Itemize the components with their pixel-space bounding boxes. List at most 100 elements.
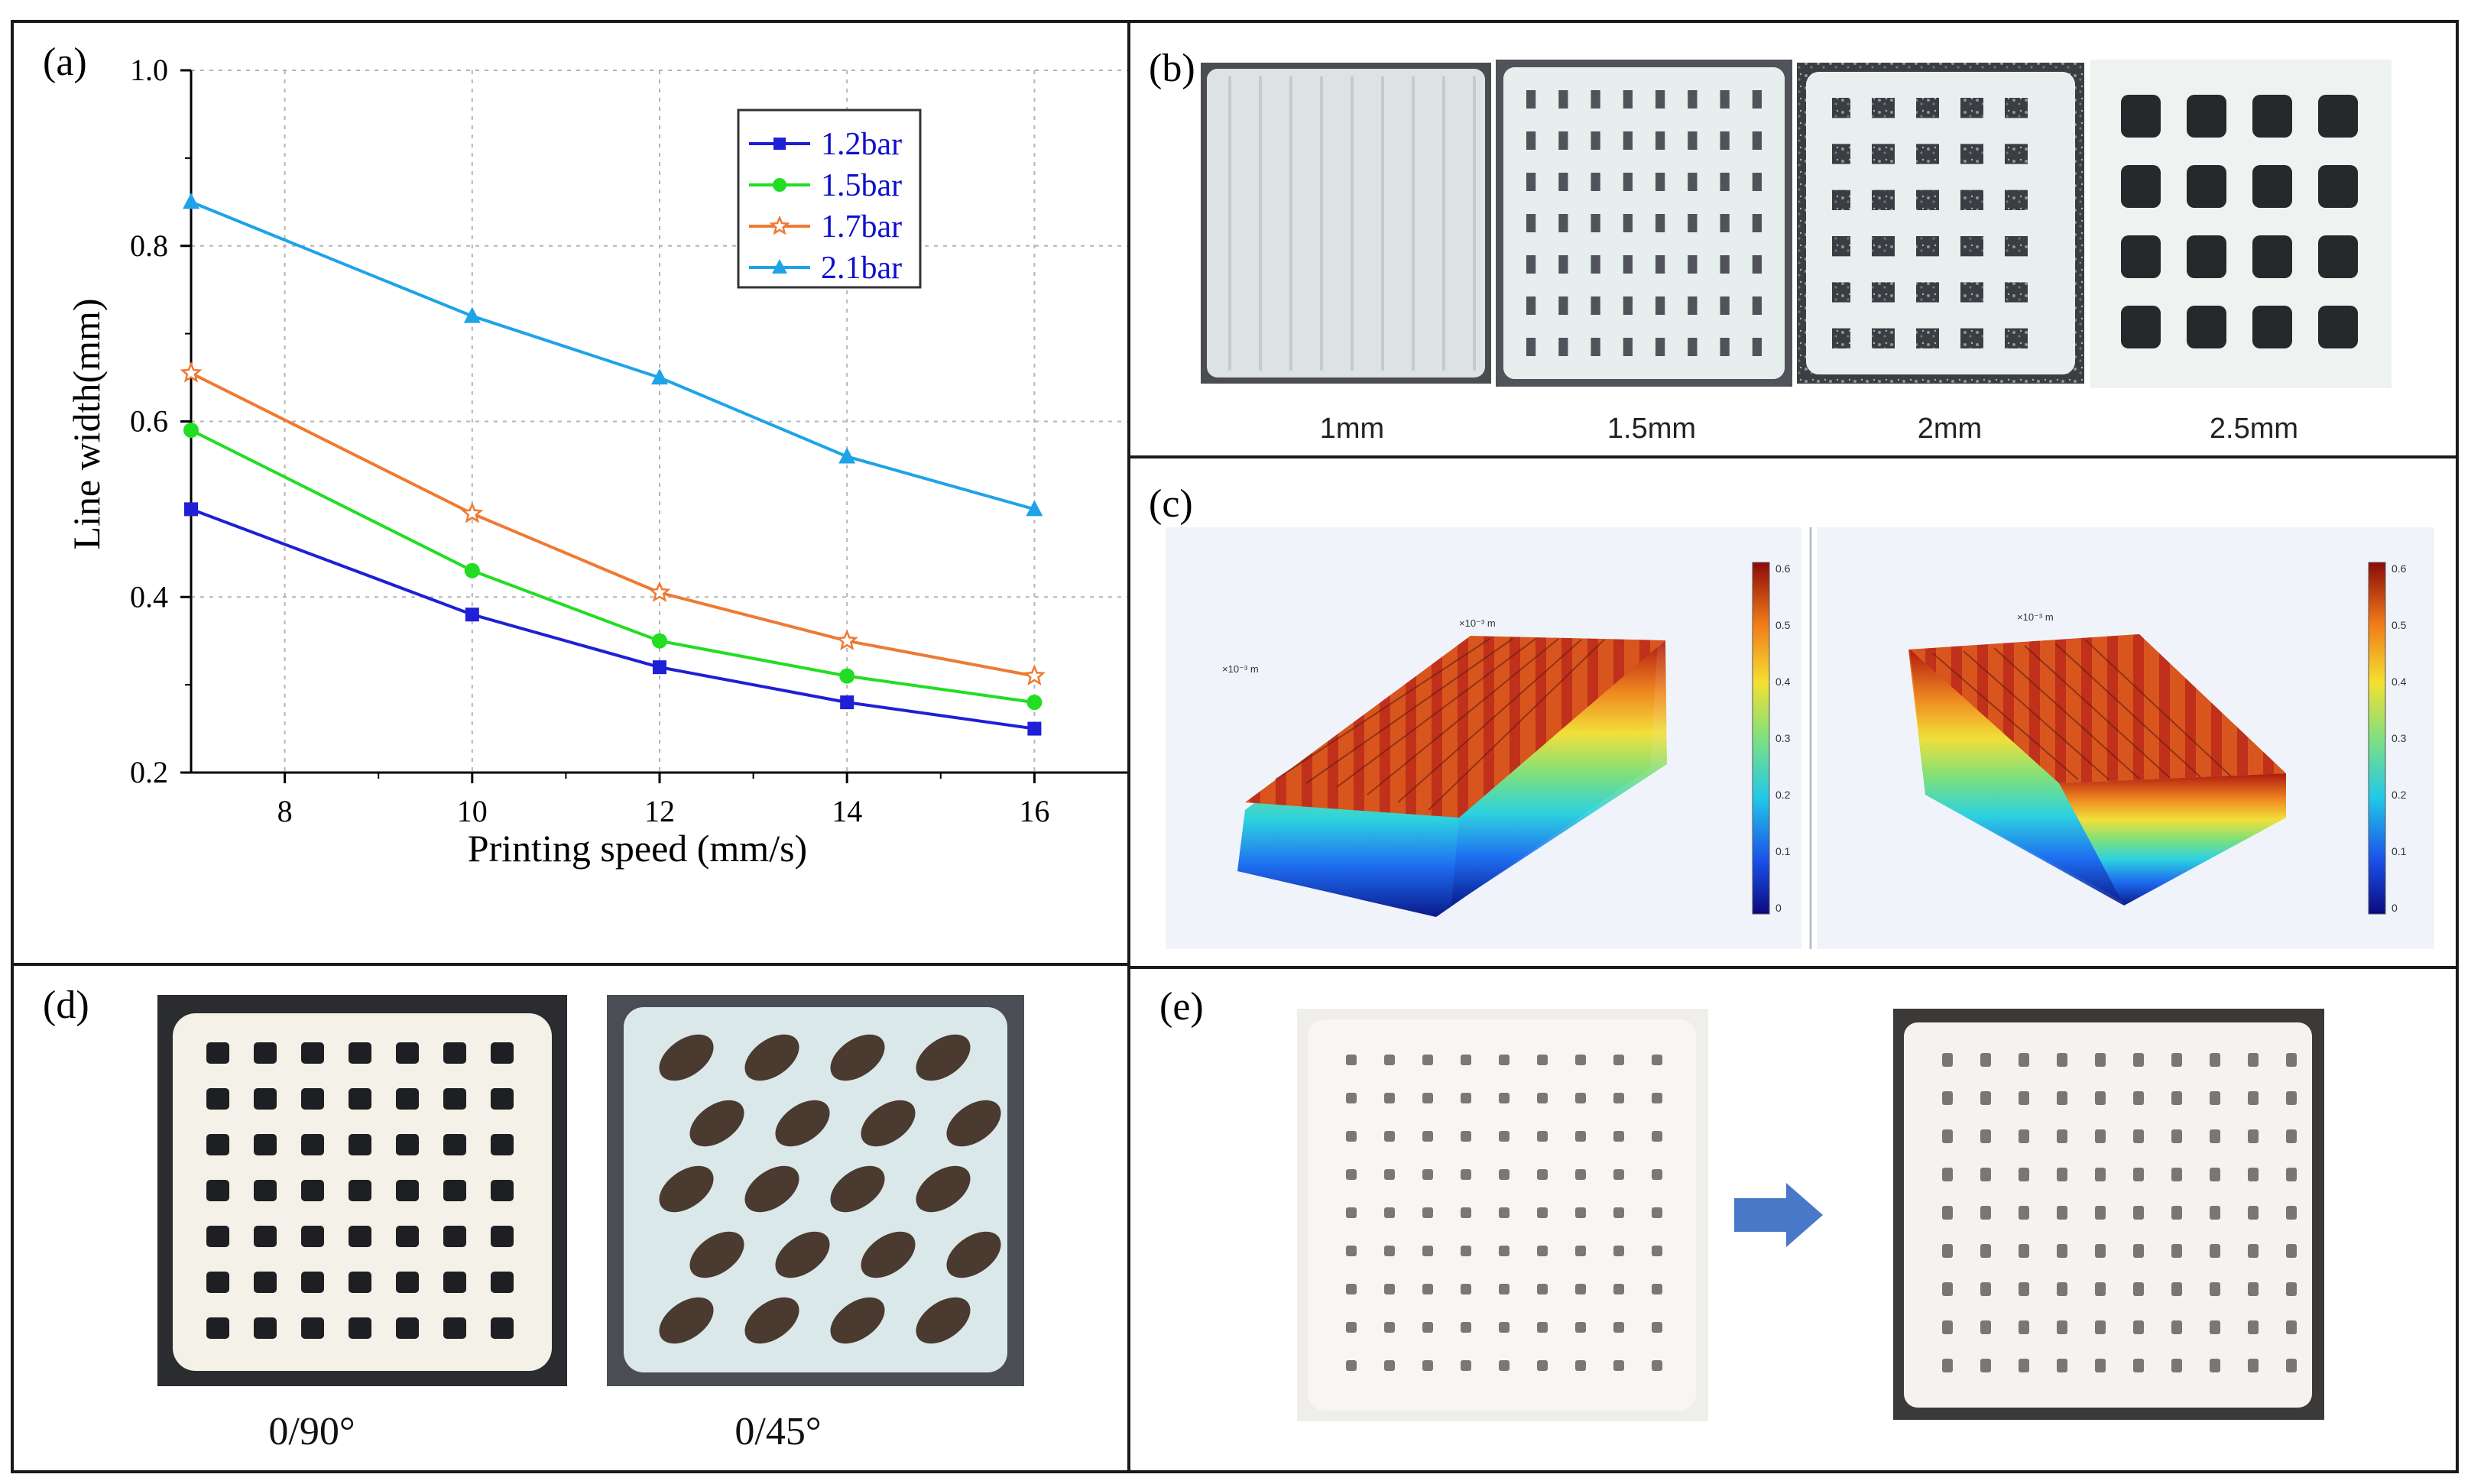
scaffold-photos-spacing <box>1201 60 2392 388</box>
pore <box>349 1317 371 1339</box>
pore <box>254 1134 277 1155</box>
pore <box>1980 1168 1991 1181</box>
pore <box>491 1134 514 1155</box>
pore <box>1384 1207 1395 1218</box>
data-point <box>1026 500 1043 517</box>
filament-vertical <box>1762 67 1785 379</box>
pore <box>1575 1131 1586 1142</box>
pore <box>1461 1093 1471 1103</box>
pore <box>2133 1129 2144 1143</box>
pore <box>1346 1169 1357 1180</box>
pore <box>689 1231 744 1278</box>
pore <box>1980 1091 1991 1105</box>
filament-vertical <box>1729 67 1753 379</box>
filament-horizontal <box>1503 356 1785 379</box>
pore <box>2286 1091 2297 1105</box>
filament-horizontal <box>1503 274 1785 296</box>
pore <box>349 1272 371 1293</box>
pore <box>1499 1360 1510 1371</box>
pore <box>2057 1206 2067 1220</box>
pore <box>2252 165 2292 208</box>
filament-horizontal <box>1503 191 1785 214</box>
pore <box>775 1231 830 1278</box>
pore <box>206 1134 229 1155</box>
data-point <box>464 562 480 578</box>
pore <box>491 1042 514 1064</box>
filament-vertical <box>1503 67 1526 379</box>
filament-vertical <box>1939 72 1960 374</box>
pore <box>2171 1282 2182 1296</box>
pore <box>1652 1169 1662 1180</box>
pore <box>2171 1053 2182 1067</box>
colorbar-tick-label: 0.3 <box>1775 732 1791 744</box>
pore <box>2248 1091 2259 1105</box>
data-point <box>839 668 855 684</box>
pore <box>2133 1168 2144 1181</box>
pore <box>396 1088 419 1110</box>
pore <box>491 1317 514 1339</box>
pore <box>1461 1131 1471 1142</box>
colorbar-tick-label: 0.5 <box>1775 619 1791 631</box>
pore <box>2057 1091 2067 1105</box>
pore <box>443 1042 466 1064</box>
pore <box>1537 1360 1548 1371</box>
pore <box>2057 1053 2067 1067</box>
pore <box>1422 1169 1433 1180</box>
caption-2mm: 2mm <box>1917 413 1983 445</box>
data-point <box>769 215 790 235</box>
data-point <box>648 581 671 602</box>
x-tick-label: 12 <box>644 794 675 828</box>
pore <box>1384 1055 1395 1065</box>
pore <box>1652 1246 1662 1256</box>
pore <box>2019 1320 2029 1334</box>
scaffold-before-after <box>1297 1009 2324 1421</box>
data-point <box>773 178 786 192</box>
pore <box>946 1100 1001 1147</box>
filament-vertical <box>1633 67 1655 379</box>
pore <box>2286 1244 2297 1258</box>
pore <box>2133 1282 2144 1296</box>
pore <box>916 1165 971 1213</box>
pore <box>2095 1206 2106 1220</box>
axis-unit-top-left: ×10⁻³ m <box>1459 617 1496 629</box>
pore <box>2121 235 2161 278</box>
legend-box <box>737 109 922 289</box>
pore <box>689 1100 744 1147</box>
pore <box>1499 1284 1510 1294</box>
pore <box>744 1297 799 1344</box>
pore <box>2248 1053 2259 1067</box>
pore <box>1942 1168 1953 1181</box>
pore <box>1346 1207 1357 1218</box>
pore <box>2057 1359 2067 1372</box>
pore <box>744 1034 799 1081</box>
pore <box>491 1272 514 1293</box>
pore <box>491 1226 514 1247</box>
pore <box>1652 1207 1662 1218</box>
pore <box>301 1180 324 1201</box>
pore <box>2133 1206 2144 1220</box>
pore <box>2210 1359 2220 1372</box>
series-1.7bar <box>180 361 1046 685</box>
pore <box>861 1231 916 1278</box>
pore <box>1613 1207 1624 1218</box>
pore <box>830 1297 885 1344</box>
pore <box>1461 1360 1471 1371</box>
axis-unit-side-left: ×10⁻³ m <box>1222 663 1259 675</box>
legend-entry-1.5bar: 1.5bar <box>749 168 902 203</box>
pore <box>1346 1360 1357 1371</box>
pore <box>396 1317 419 1339</box>
pore <box>2286 1282 2297 1296</box>
pore <box>2057 1129 2067 1143</box>
pore <box>2133 1320 2144 1334</box>
pore <box>1499 1246 1510 1256</box>
pore <box>1980 1359 1991 1372</box>
pore <box>206 1272 229 1293</box>
pore <box>301 1317 324 1339</box>
pore <box>206 1042 229 1064</box>
pore <box>1346 1131 1357 1142</box>
pore <box>1346 1093 1357 1103</box>
pore <box>2133 1053 2144 1067</box>
pore <box>1537 1131 1548 1142</box>
pore <box>2019 1206 2029 1220</box>
pore <box>2095 1320 2106 1334</box>
